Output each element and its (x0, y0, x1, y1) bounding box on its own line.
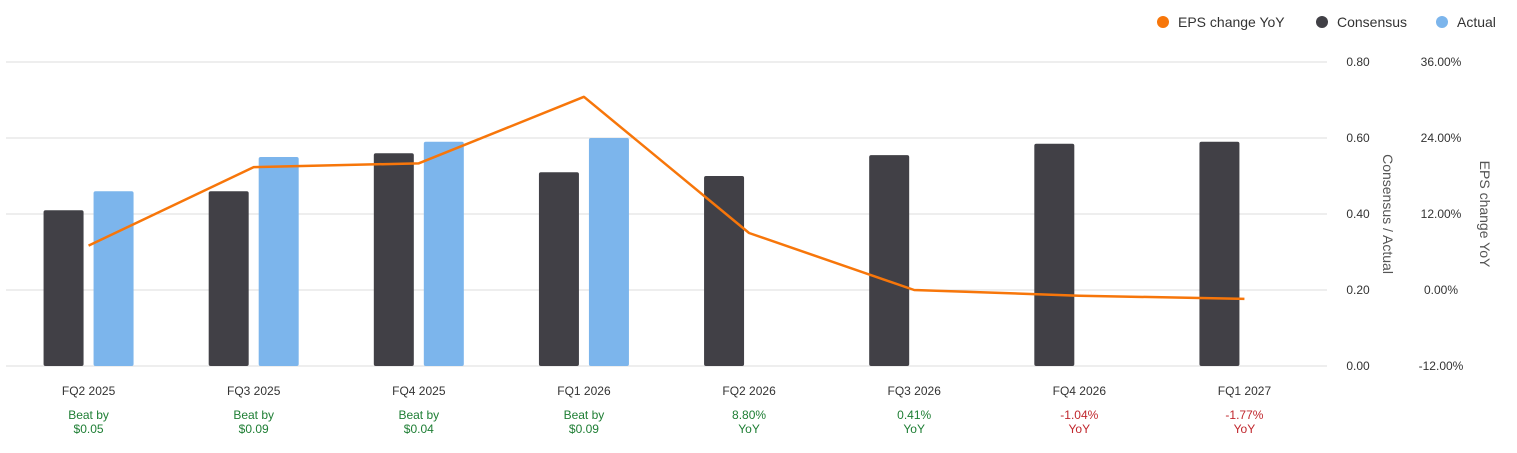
legend-label: Actual (1457, 14, 1496, 30)
consensus-bar (1034, 143, 1075, 366)
consensus-bar (1199, 141, 1240, 366)
legend-marker (1157, 16, 1169, 28)
beat-label-line2: YoY (738, 422, 760, 436)
actual-bar (423, 141, 464, 366)
eps-change-yoy-line (88, 95, 1245, 301)
beat-label-line2: $0.09 (569, 422, 599, 436)
y-left-tick-label: 0.60 (1346, 131, 1370, 145)
y-right-tick-label: 36.00% (1421, 55, 1462, 69)
x-tick-label: FQ1 2027 (1218, 384, 1272, 398)
y-right-tick-label: 24.00% (1421, 131, 1462, 145)
legend-marker (1436, 16, 1448, 28)
consensus-bar (538, 172, 579, 366)
y-left-tick-label: 0.80 (1346, 55, 1370, 69)
beat-label-line1: Beat by (564, 408, 605, 422)
actual-bar (93, 191, 134, 366)
beat-label-line1: Beat by (68, 408, 109, 422)
legend-marker (1316, 16, 1328, 28)
x-tick-label: FQ2 2026 (722, 384, 776, 398)
beat-label-line2: $0.09 (239, 422, 269, 436)
beat-label-line1: 8.80% (732, 408, 766, 422)
beat-label-line1: Beat by (398, 408, 439, 422)
y-right-tick-label: 0.00% (1424, 283, 1458, 297)
actual-bar (258, 157, 299, 366)
y-right-tick-label: 12.00% (1421, 207, 1462, 221)
x-tick-label: FQ1 2026 (557, 384, 611, 398)
beat-label-line2: YoY (1069, 422, 1091, 436)
legend-label: Consensus (1337, 14, 1407, 30)
x-tick-label: FQ2 2025 (62, 384, 116, 398)
x-tick-label: FQ4 2025 (392, 384, 446, 398)
x-tick-label: FQ3 2025 (227, 384, 281, 398)
y-left-tick-label: 0.20 (1346, 283, 1370, 297)
y-right-axis-title: EPS change YoY (1477, 161, 1493, 268)
beat-label-line2: $0.04 (404, 422, 434, 436)
consensus-bar (43, 210, 84, 366)
actual-bar (588, 138, 629, 366)
x-tick-label: FQ4 2026 (1053, 384, 1107, 398)
legend-label: EPS change YoY (1178, 14, 1285, 30)
x-tick-label: FQ3 2026 (888, 384, 942, 398)
consensus-bar (373, 153, 414, 366)
y-left-axis-title: Consensus / Actual (1380, 154, 1396, 274)
beat-label-line2: YoY (1234, 422, 1256, 436)
y-left-tick-label: 0.00 (1346, 359, 1370, 373)
beat-label-line1: 0.41% (897, 408, 931, 422)
beat-label-line2: $0.05 (74, 422, 104, 436)
y-left-tick-label: 0.40 (1346, 207, 1370, 221)
beat-label-line1: -1.04% (1060, 408, 1098, 422)
beat-label-line1: -1.77% (1225, 408, 1263, 422)
beat-label-line2: YoY (903, 422, 925, 436)
consensus-bar (208, 191, 249, 366)
y-right-tick-label: -12.00% (1419, 359, 1464, 373)
beat-label-line1: Beat by (233, 408, 274, 422)
consensus-bar (704, 176, 745, 366)
consensus-bar (869, 155, 910, 366)
